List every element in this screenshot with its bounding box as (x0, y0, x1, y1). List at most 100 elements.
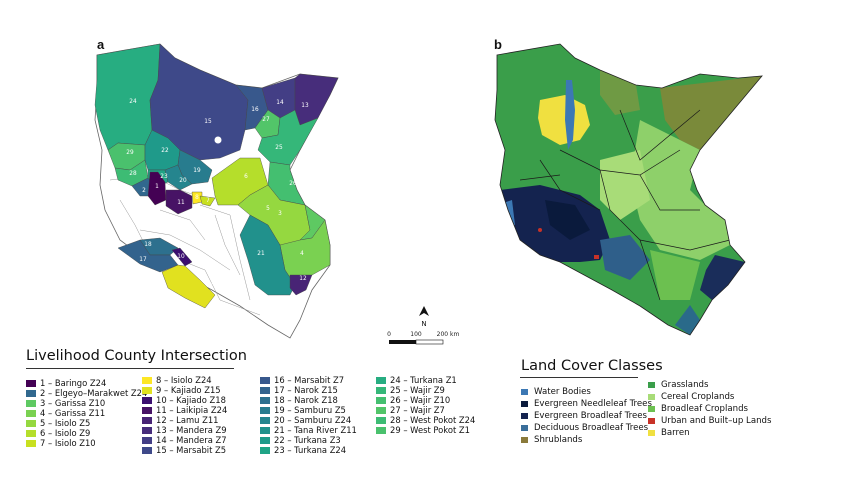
legend-label: 27 – Wajir Z7 (390, 405, 445, 415)
zone-number-label: 6 (244, 174, 248, 180)
legend-swatch (142, 446, 152, 454)
legend-swatch (376, 386, 386, 394)
legend-item: 27 – Wajir Z7 (376, 405, 475, 415)
landcover-label: Urban and Built–up Lands (661, 416, 772, 426)
legend-item: 14 – Mandera Z7 (142, 435, 227, 445)
panel-b-map (494, 43, 763, 336)
legend-label: 23 – Turkana Z24 (274, 445, 347, 455)
zone-number-label: 10 (177, 254, 185, 260)
legend-item: 7 – Isiolo Z10 (26, 438, 147, 448)
legend-item: 8 – Isiolo Z24 (142, 375, 227, 385)
legend-swatch (376, 426, 386, 434)
landcover-legend-item: Deciduous Broadleaf Trees (521, 422, 652, 434)
legend-swatch (260, 396, 270, 404)
zone-number-labels: 1234567891011121314151617181920212223242… (126, 99, 309, 286)
legend-label: 9 – Kajiado Z15 (156, 385, 221, 395)
zone-number-label: 24 (129, 99, 137, 105)
legend-item: 10 – Kajiado Z18 (142, 395, 227, 405)
legend-swatch (260, 416, 270, 424)
legend-label: 17 – Narok Z15 (274, 385, 338, 395)
legend-item: 2 – Elgeyo–Marakwet Z24 (26, 388, 147, 398)
legend-swatch (376, 396, 386, 404)
zone-number-label: 5 (266, 206, 270, 212)
landcover-label: Broadleaf Croplands (661, 404, 749, 414)
landcover-legend-item: Evergreen Needleleaf Trees (521, 398, 652, 410)
zone-number-label: 7 (206, 198, 210, 204)
zone-17-narok-z15 (117, 239, 179, 273)
panel-a-label: a (97, 37, 105, 52)
legend-label: 8 – Isiolo Z24 (156, 375, 212, 385)
legend-swatch (26, 419, 36, 427)
scale-bar: 0 100 200 km (387, 331, 459, 345)
legend-label: 26 – Wajir Z10 (390, 395, 451, 405)
legend-item: 1 – Baringo Z24 (26, 378, 147, 388)
legend-swatch (142, 376, 152, 384)
zone-number-label: 23 (160, 174, 168, 180)
legend-item: 23 – Turkana Z24 (260, 445, 357, 455)
legend-item: 20 – Samburu Z24 (260, 415, 357, 425)
legend-label: 15 – Marsabit Z5 (156, 445, 227, 455)
legend-swatch (260, 426, 270, 434)
legend-label: 5 – Isiolo Z5 (40, 418, 91, 428)
legend-item: 9 – Kajiado Z15 (142, 385, 227, 395)
zone-13-mandera-z9 (294, 73, 339, 126)
landcover-legend-item: Shrublands (521, 434, 652, 446)
zone-number-label: 17 (139, 257, 147, 263)
zone-number-label: 12 (299, 276, 307, 282)
livelihood-legend-col-3: 16 – Marsabit Z7 17 – Narok Z15 18 – Narok… (260, 375, 357, 455)
legend-swatch (376, 416, 386, 424)
landcover-swatch (648, 430, 655, 436)
legend-label: 12 – Lamu Z11 (156, 415, 219, 425)
legend-swatch (142, 436, 152, 444)
landcover-label: Barren (661, 428, 690, 438)
legend-swatch (26, 399, 36, 407)
legend-item: 12 – Lamu Z11 (142, 415, 227, 425)
zone-21-tana-river-z11 (239, 214, 296, 296)
legend-swatch (376, 376, 386, 384)
north-label: N (421, 320, 426, 328)
legend-item: 18 – Narok Z18 (260, 395, 357, 405)
landcover-swatch (521, 401, 528, 407)
legend-label: 14 – Mandera Z7 (156, 435, 227, 445)
legend-label: 24 – Turkana Z1 (390, 375, 457, 385)
legend-label: 16 – Marsabit Z7 (274, 375, 345, 385)
zone-number-label: 9 (211, 280, 215, 286)
legend-item: 26 – Wajir Z10 (376, 395, 475, 405)
legend-item: 22 – Turkana Z3 (260, 435, 357, 445)
zone-15-marsabit-z5 (149, 43, 249, 161)
landcover-legend-item: Water Bodies (521, 386, 652, 398)
legend-swatch (142, 416, 152, 424)
scale-tick-label: 100 (410, 331, 422, 338)
legend-label: 19 – Samburu Z5 (274, 405, 346, 415)
zone-12-lamu-z11 (289, 274, 313, 296)
legend-swatch (260, 436, 270, 444)
scale-segment-dark (389, 340, 416, 344)
landcover-legend-item: Grasslands (648, 379, 771, 391)
livelihood-legend-col-1: 1 – Baringo Z24 2 – Elgeyo–Marakwet Z24 3 … (26, 378, 147, 448)
legend-item: 4 – Garissa Z11 (26, 408, 147, 418)
panel-a-map: 1234567891011121314151617181920212223242… (94, 43, 339, 339)
landcover-legend-col-2: Grasslands Cereal Croplands Broadleaf Crop… (648, 379, 771, 439)
landcover-swatch (648, 394, 655, 400)
legend-label: 10 – Kajiado Z18 (156, 395, 226, 405)
landcover-swatch (648, 406, 655, 412)
zone-number-label: 26 (289, 181, 297, 187)
zone-20-samburu-z24 (164, 164, 193, 191)
legend-item: 3 – Garissa Z10 (26, 398, 147, 408)
legend-item: 19 – Samburu Z5 (260, 405, 357, 415)
livelihood-legend-title: Livelihood County Intersection (26, 348, 247, 364)
zone-number-label: 29 (126, 150, 134, 156)
landcover-swatch (648, 418, 655, 424)
zone-number-label: 3 (278, 211, 282, 217)
legend-swatch (142, 406, 152, 414)
zone-9-kajiado-z15 (161, 264, 216, 309)
legend-swatch (26, 379, 36, 387)
legend-label: 3 – Garissa Z10 (40, 398, 106, 408)
legend-swatch (260, 446, 270, 454)
panel-b-label: b (494, 37, 502, 52)
legend-item: 21 – Tana River Z11 (260, 425, 357, 435)
zone-number-label: 14 (276, 100, 284, 106)
zone-number-label: 13 (301, 103, 309, 109)
landcover-label: Evergreen Needleleaf Trees (534, 399, 652, 409)
